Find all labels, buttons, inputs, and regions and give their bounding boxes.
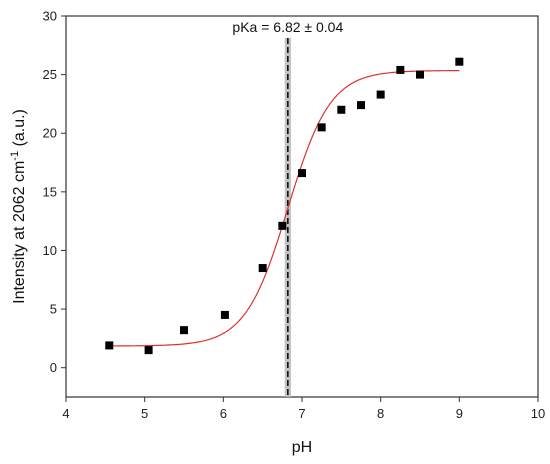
x-tick-label: 9 — [456, 406, 463, 421]
y-tick-label: 10 — [43, 243, 57, 258]
data-point — [396, 65, 405, 74]
y-tick-label: 15 — [43, 184, 57, 199]
data-point — [180, 326, 188, 335]
x-axis-title: pH — [292, 439, 312, 456]
pka-annotation: pKa = 6.82 ± 0.04 — [232, 19, 343, 35]
fit-curve — [109, 70, 460, 347]
data-point — [105, 341, 114, 350]
x-tick-label: 6 — [220, 406, 227, 421]
x-tick-label: 5 — [141, 406, 148, 421]
y-tick-label: 0 — [50, 360, 57, 375]
data-point — [337, 105, 346, 114]
y-tick-label: 30 — [43, 9, 57, 24]
plot-frame — [65, 15, 539, 398]
x-tick-label: 10 — [531, 406, 545, 421]
data-point — [278, 221, 287, 230]
data-point — [455, 57, 464, 66]
data-point — [258, 264, 267, 273]
y-axis-title-unit: (a.u.) — [11, 109, 28, 151]
pka-uncertainty-band — [284, 38, 291, 397]
data-points-layer — [105, 57, 464, 355]
y-tick-label: 5 — [50, 302, 57, 317]
data-point — [144, 346, 153, 355]
fit-curve-layer — [109, 70, 460, 347]
data-point — [298, 169, 306, 178]
axes: 4 5 6 7 8 9 10 0 5 10 15 20 25 30 — [43, 9, 546, 422]
data-point — [376, 90, 385, 99]
pka-band-layer — [284, 38, 291, 397]
y-axis-title: Intensity at 2062 cm-1 (a.u.) — [9, 109, 28, 304]
y-axis-title-main: Intensity at 2062 cm — [11, 161, 28, 304]
x-tick-label: 8 — [377, 406, 384, 421]
data-point — [357, 101, 365, 110]
y-axis-title-superscript: -1 — [9, 151, 21, 161]
data-point — [220, 310, 229, 319]
data-point — [416, 70, 424, 79]
x-tick-label: 4 — [62, 406, 69, 421]
y-tick-label: 20 — [43, 126, 57, 141]
x-tick-label: 7 — [298, 406, 305, 421]
data-point — [317, 123, 326, 132]
y-tick-label: 25 — [43, 67, 57, 82]
